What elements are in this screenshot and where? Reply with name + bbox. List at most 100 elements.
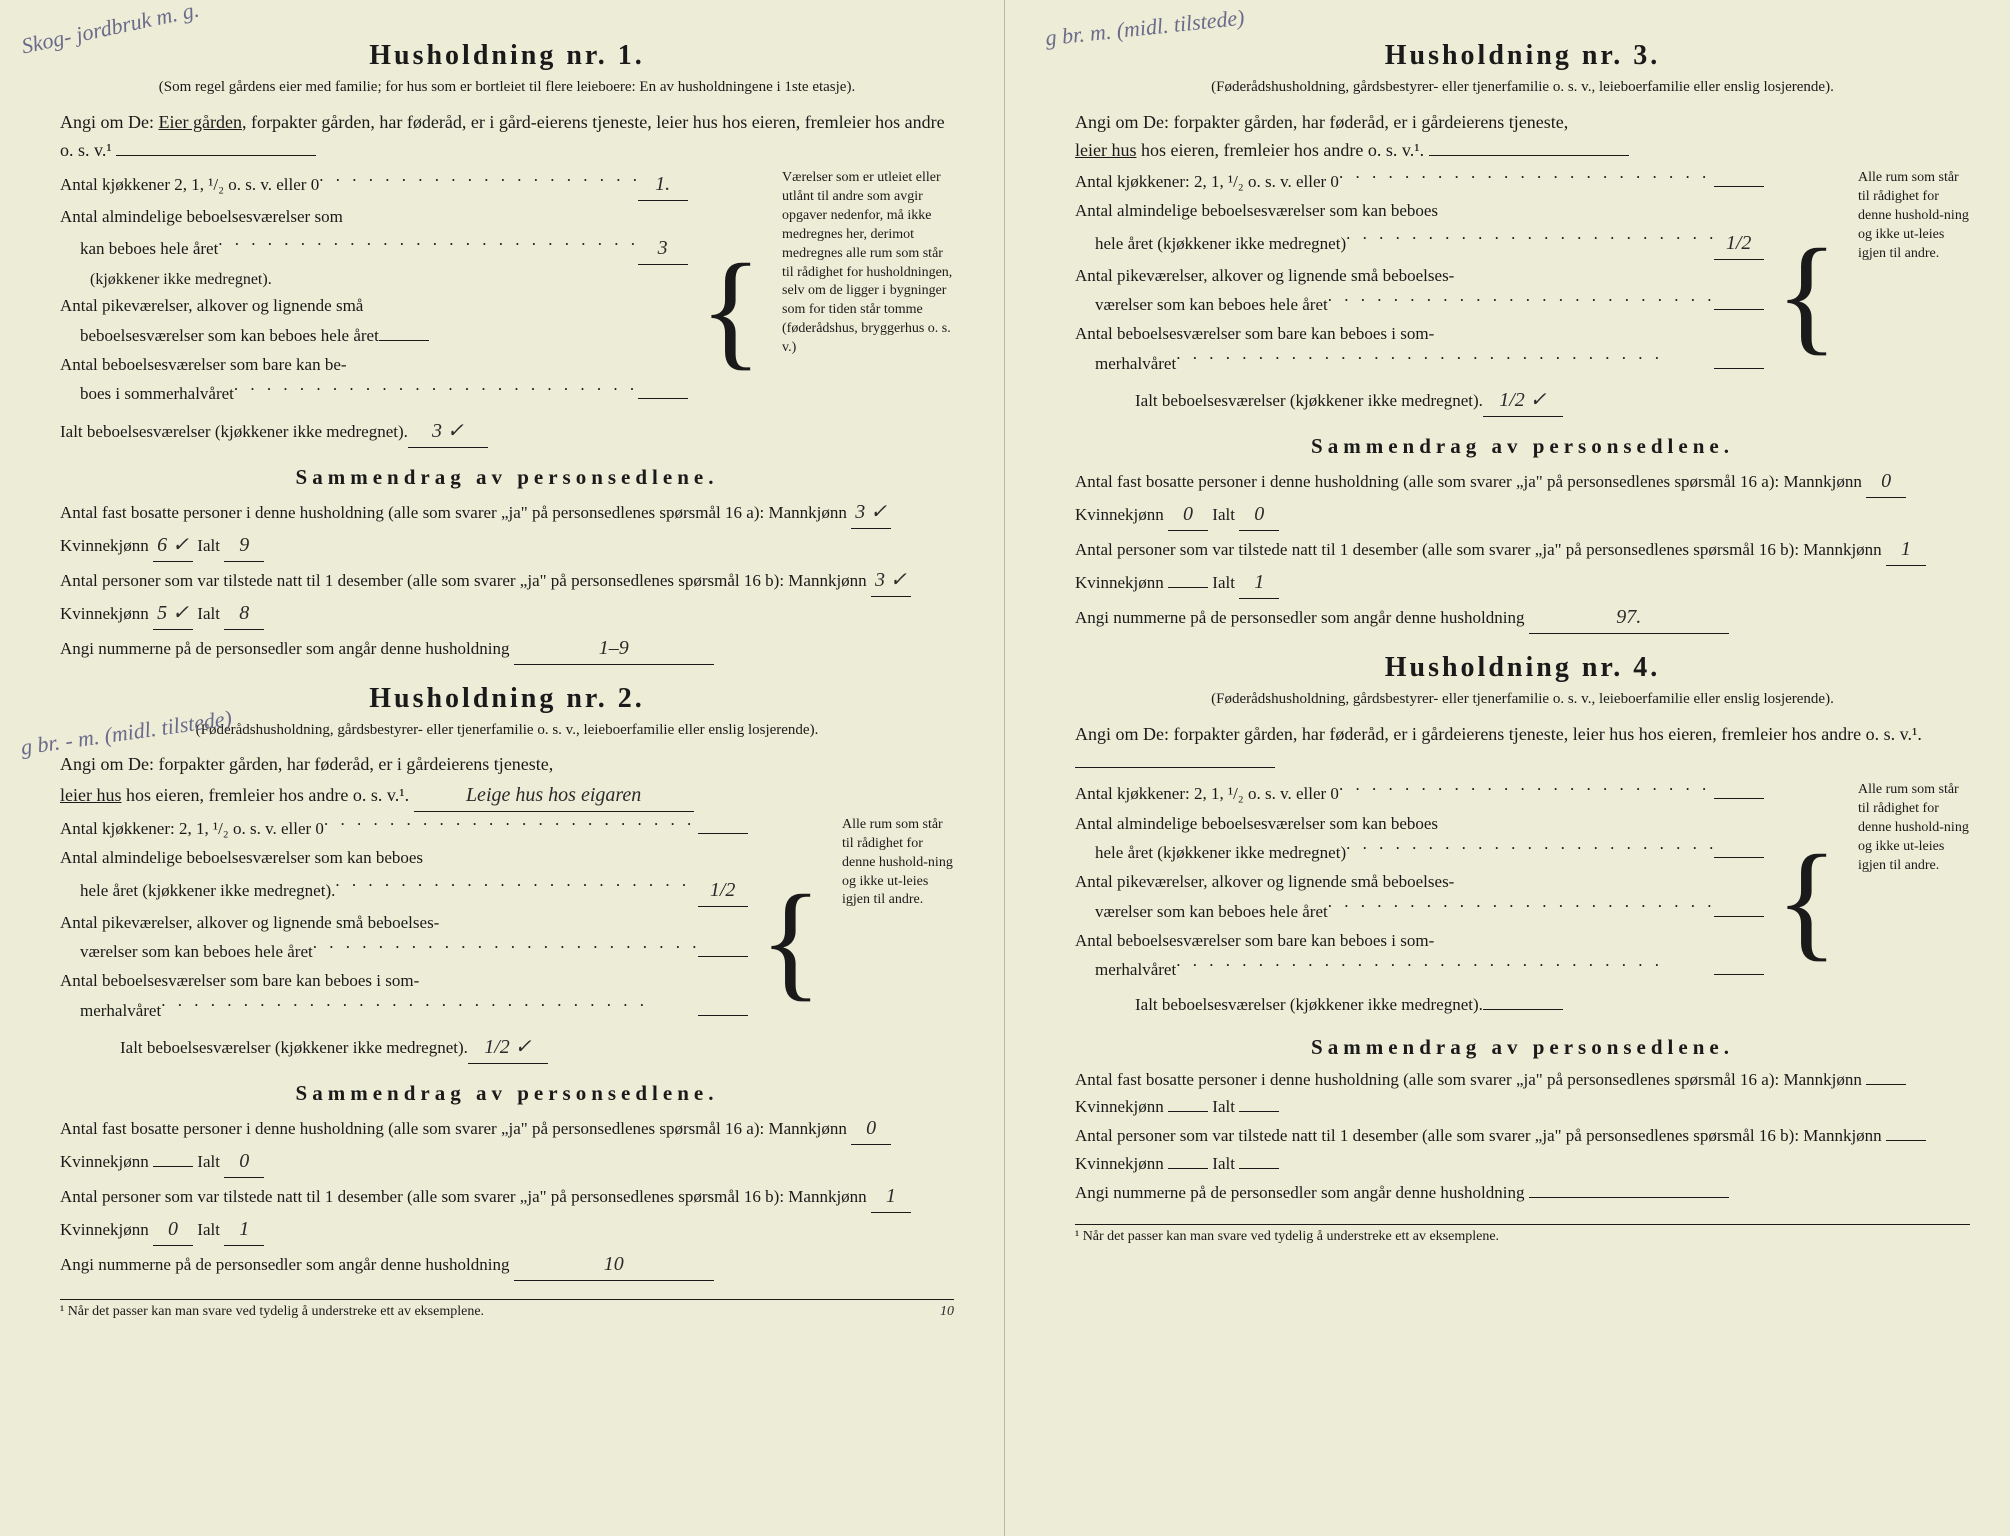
h4-som-value[interactable] xyxy=(1714,974,1764,975)
h1-anginum: Angi nummerne på de personsedler som ang… xyxy=(60,632,954,665)
h2-sum1-i[interactable]: 0 xyxy=(224,1145,264,1178)
h1-subtitle: (Som regel gårdens eier med familie; for… xyxy=(60,78,954,98)
kjokkener-label: Antal kjøkkener 2, 1, ¹/₂ o. s. v. eller… xyxy=(60,172,319,198)
h2-sammendrag-title: Sammendrag av personsedlene. xyxy=(60,1081,954,1106)
h3-sum1-m[interactable]: 0 xyxy=(1866,465,1906,498)
h1-angi: Angi om De: Eier gården, forpakter gårde… xyxy=(60,108,954,166)
h3-sum2-i[interactable]: 1 xyxy=(1239,566,1279,599)
h2-som-b: merhalvåret xyxy=(60,998,161,1024)
husholdning-4: Husholdning nr. 4. (Føderådshusholdning,… xyxy=(1075,652,1970,1206)
sum2-m[interactable]: 3 ✓ xyxy=(871,564,911,597)
h4-sum2-k[interactable] xyxy=(1168,1168,1208,1169)
h2-sum2-k[interactable]: 0 xyxy=(153,1213,193,1246)
anginum-value[interactable]: 1–9 xyxy=(514,632,714,665)
h3-anginum: Angi nummerne på de personsedler som ang… xyxy=(1075,601,1970,634)
h3-angi-blank[interactable] xyxy=(1429,155,1629,156)
h1-sum1: Antal fast bosatte personer i denne hush… xyxy=(60,496,954,562)
h4-alm-b: hele året (kjøkkener ikke medregnet) xyxy=(1075,840,1346,866)
h3-alm-b: hele året (kjøkkener ikke medregnet) xyxy=(1075,231,1346,257)
h2-anginum-value[interactable]: 10 xyxy=(514,1248,714,1281)
h4-sum2-m[interactable] xyxy=(1886,1140,1926,1141)
h3-pike-a: Antal pikeværelser, alkover og lignende … xyxy=(1075,263,1454,289)
h2-ialt-label: Ialt beboelsesværelser (kjøkkener ikke m… xyxy=(120,1035,468,1061)
h2-sum1-k[interactable] xyxy=(153,1166,193,1167)
alm-sub: (kjøkkener ikke medregnet). xyxy=(60,268,688,293)
h4-pike-b: værelser som kan beboes hele året xyxy=(1075,899,1328,925)
h4-pike-a: Antal pikeværelser, alkover og lignende … xyxy=(1075,869,1454,895)
h3-subtitle: (Føderådshusholdning, gårdsbestyrer- ell… xyxy=(1075,78,1970,98)
sum1-i[interactable]: 9 xyxy=(224,529,264,562)
h3-sidenote: Alle rum som står til rådighet for denne… xyxy=(1850,169,1970,420)
h4-sum2-i[interactable] xyxy=(1239,1168,1279,1169)
h4-anginum-value[interactable] xyxy=(1529,1197,1729,1198)
ialt-value[interactable]: 3 ✓ xyxy=(408,416,488,448)
h2-sum2-m[interactable]: 1 xyxy=(871,1180,911,1213)
h4-sum1-m[interactable] xyxy=(1866,1084,1906,1085)
h2-pike-b: værelser som kan beboes hele året xyxy=(60,939,313,965)
h4-kj-value[interactable] xyxy=(1714,798,1764,799)
h1-sum2: Antal personer som var tilstede natt til… xyxy=(60,564,954,630)
alm-value[interactable]: 3 xyxy=(638,233,688,265)
h3-sum2-k[interactable] xyxy=(1168,587,1208,588)
h3-title: Husholdning nr. 3. xyxy=(1075,40,1970,72)
pike-value[interactable] xyxy=(379,340,429,341)
alm-label-b: kan beboes hele året xyxy=(60,236,218,262)
h3-alm-value[interactable]: 1/2 xyxy=(1714,228,1764,260)
h3-sum1-i[interactable]: 0 xyxy=(1239,498,1279,531)
h3-pike-value[interactable] xyxy=(1714,309,1764,310)
h2-kj-value[interactable] xyxy=(698,833,748,834)
h2-sum1-m[interactable]: 0 xyxy=(851,1112,891,1145)
sommer-b: boes i sommerhalvåret xyxy=(60,381,234,407)
pike-a: Antal pikeværelser, alkover og lignende … xyxy=(60,293,363,319)
h3-sum1: Antal fast bosatte personer i denne hush… xyxy=(1075,465,1970,531)
h3-kj-value[interactable] xyxy=(1714,186,1764,187)
h3-ialt-value[interactable]: 1/2 ✓ xyxy=(1483,385,1563,417)
h2-anginum: Angi nummerne på de personsedler som ang… xyxy=(60,1248,954,1281)
h2-sum2: Antal personer som var tilstede natt til… xyxy=(60,1180,954,1246)
h3-anginum-value[interactable]: 97. xyxy=(1529,601,1729,634)
h4-sidenote: Alle rum som står til rådighet for denne… xyxy=(1850,781,1970,1021)
h2-som-value[interactable] xyxy=(698,1015,748,1016)
sum2-i[interactable]: 8 xyxy=(224,597,264,630)
h3-kj-label: Antal kjøkkener: 2, 1, ¹/₂ o. s. v. elle… xyxy=(1075,169,1339,195)
h4-sum1-k[interactable] xyxy=(1168,1111,1208,1112)
h4-sum1-i[interactable] xyxy=(1239,1111,1279,1112)
h4-ialt-value[interactable] xyxy=(1483,1009,1563,1010)
h4-pike-value[interactable] xyxy=(1714,916,1764,917)
page-left: Skog- jordbruk m. g. Husholdning nr. 1. … xyxy=(0,0,1005,1536)
angi-blank[interactable] xyxy=(116,155,316,156)
h3-main: Antal kjøkkener: 2, 1, ¹/₂ o. s. v. elle… xyxy=(1075,169,1764,420)
footnote-left: ¹ Når det passer kan man svare ved tydel… xyxy=(60,1299,954,1320)
h3-pike-b: værelser som kan beboes hele året xyxy=(1075,292,1328,318)
h4-sum2: Antal personer som var tilstede natt til… xyxy=(1075,1122,1970,1176)
h4-alm-value[interactable] xyxy=(1714,857,1764,858)
h3-som-value[interactable] xyxy=(1714,368,1764,369)
h1-sidenote: Værelser som er utleiet eller utlånt til… xyxy=(774,169,954,451)
h2-angi-hand[interactable]: Leige hus hos eigaren xyxy=(414,779,694,812)
sommer-value[interactable] xyxy=(638,398,688,399)
h4-angi-blank[interactable] xyxy=(1075,767,1275,768)
h2-pike-value[interactable] xyxy=(698,956,748,957)
h2-ialt-value[interactable]: 1/2 ✓ xyxy=(468,1032,548,1064)
h4-ialt-label: Ialt beboelsesværelser (kjøkkener ikke m… xyxy=(1135,992,1483,1018)
sum1-k[interactable]: 6 ✓ xyxy=(153,529,193,562)
h4-som-b: merhalvåret xyxy=(1075,957,1176,983)
alm-label-a: Antal almindelige beboelsesværelser som xyxy=(60,204,343,230)
page-right: g br. m. (midl. tilstede) Husholdning nr… xyxy=(1005,0,2010,1536)
sum1-m[interactable]: 3 ✓ xyxy=(851,496,891,529)
sommer-a: Antal beboelsesværelser som bare kan be- xyxy=(60,352,347,378)
h1-main: Antal kjøkkener 2, 1, ¹/₂ o. s. v. eller… xyxy=(60,169,688,451)
kjokkener-value[interactable]: 1. xyxy=(638,169,688,201)
h4-subtitle: (Føderådshusholdning, gårdsbestyrer- ell… xyxy=(1075,690,1970,710)
h4-anginum: Angi nummerne på de personsedler som ang… xyxy=(1075,1179,1970,1206)
sum2-k[interactable]: 5 ✓ xyxy=(153,597,193,630)
h2-sum2-i[interactable]: 1 xyxy=(224,1213,264,1246)
h3-sum1-k[interactable]: 0 xyxy=(1168,498,1208,531)
h2-alm-a: Antal almindelige beboelsesværelser som … xyxy=(60,845,423,871)
brace-icon: { xyxy=(698,258,764,362)
h1-sammendrag-title: Sammendrag av personsedlene. xyxy=(60,465,954,490)
h3-sum2-m[interactable]: 1 xyxy=(1886,533,1926,566)
h2-alm-value[interactable]: 1/2 xyxy=(698,875,748,907)
h4-main: Antal kjøkkener: 2, 1, ¹/₂ o. s. v. elle… xyxy=(1075,781,1764,1021)
h4-som-a: Antal beboelsesværelser som bare kan beb… xyxy=(1075,928,1434,954)
